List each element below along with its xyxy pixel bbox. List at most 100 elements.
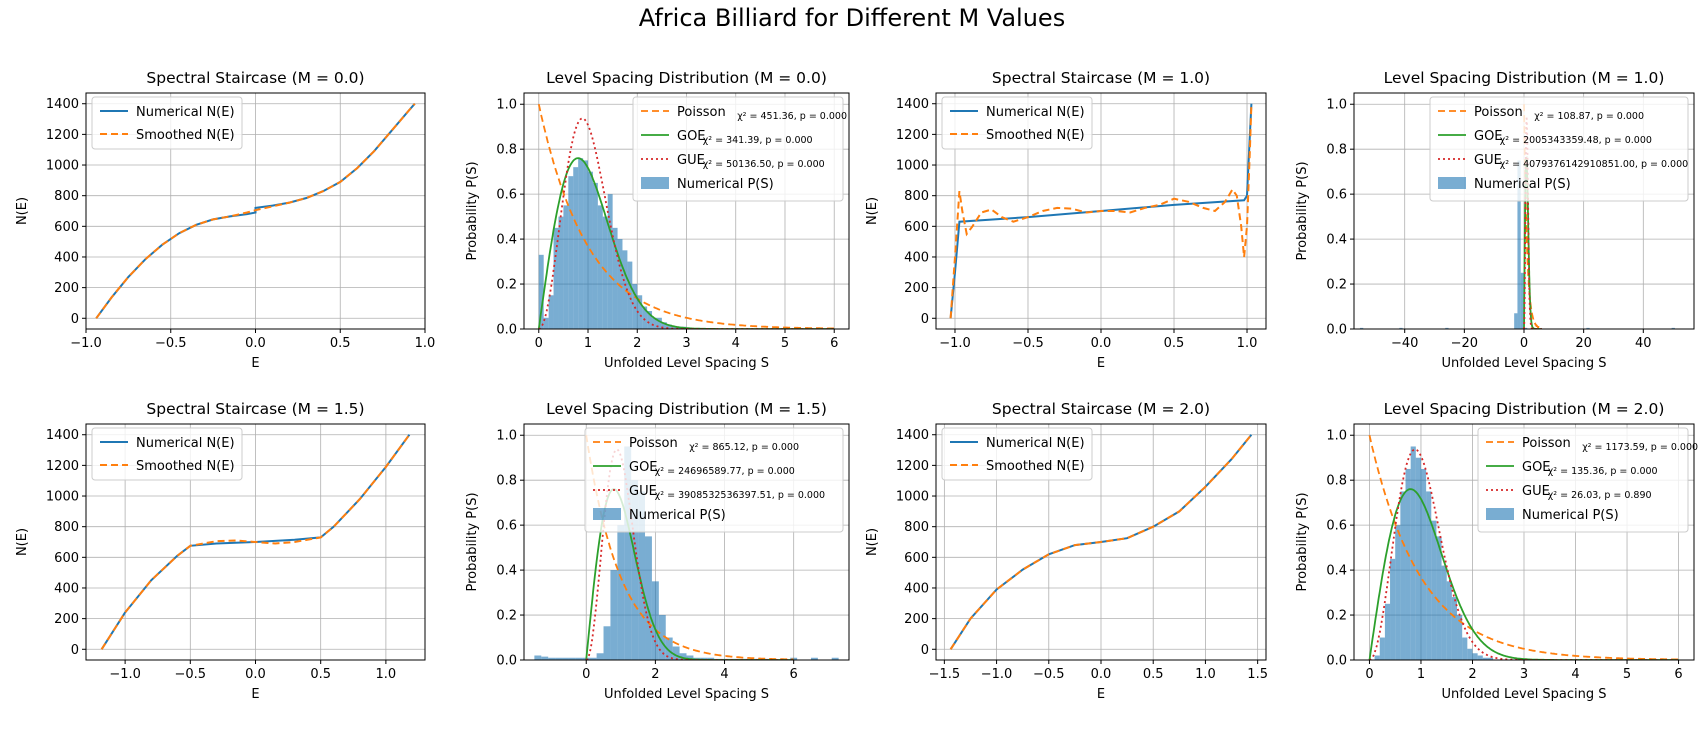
- hist-legend-swatch: [641, 177, 669, 189]
- hist-legend-label: Numerical P(S): [1522, 508, 1619, 523]
- y-axis-label: N(E): [15, 528, 30, 556]
- subplot-7: −1.5 −1.0 −0.5 0.0 0.5 1.0 1.5 0 200 400 600 800 100…: [865, 400, 1268, 702]
- hist-bar: [543, 317, 549, 329]
- hist-bar: [573, 167, 579, 329]
- x-tick-label: 3: [682, 336, 690, 351]
- hist-bar: [610, 570, 618, 660]
- y-tick-label: 0.8: [496, 474, 517, 489]
- x-axis-label: E: [1097, 687, 1105, 702]
- poisson-fit-stat: χ² = 108.87, p = 0.000: [1534, 111, 1644, 122]
- legend-label: Numerical N(E): [136, 105, 235, 120]
- hist-bar: [672, 646, 680, 660]
- hist-bar: [1359, 327, 1364, 329]
- goe-fit-stat: χ² = 135.36, p = 0.000: [1548, 466, 1658, 477]
- y-tick-label: 1400: [46, 428, 79, 443]
- y-tick-label: 400: [54, 581, 79, 596]
- y-tick-label: 1200: [46, 128, 79, 143]
- hist-bar: [632, 284, 638, 329]
- x-tick-label: 6: [830, 336, 838, 351]
- y-axis-label: Probability P(S): [465, 161, 480, 260]
- y-tick-label: 1000: [896, 490, 929, 505]
- x-tick-label: 0: [1365, 667, 1373, 682]
- hist-bar: [622, 250, 628, 329]
- x-tick-label: −0.5: [1012, 336, 1044, 351]
- hist-bar: [548, 657, 556, 660]
- poisson-legend-label: Poisson: [1474, 105, 1523, 120]
- y-tick-label: 1.0: [1326, 98, 1347, 113]
- hist-bar: [627, 261, 633, 329]
- poisson-curve: [537, 104, 835, 329]
- x-tick-label: 0.5: [310, 667, 331, 682]
- legend: Numerical N(E) Smoothed N(E): [91, 427, 243, 481]
- smoothed-line: [949, 434, 1253, 650]
- x-tick-label: 1: [584, 336, 592, 351]
- poisson-curve: [585, 435, 794, 660]
- poisson-legend-label: Poisson: [1522, 436, 1571, 451]
- y-tick-label: 0: [921, 312, 929, 327]
- hist-bar: [1431, 520, 1437, 660]
- y-tick-label: 0.4: [1326, 564, 1347, 579]
- x-tick-label: 0: [582, 667, 590, 682]
- hist-bar: [1399, 327, 1403, 329]
- y-tick-label: 0.2: [1326, 609, 1347, 624]
- hist-bar: [1374, 655, 1380, 660]
- y-tick-label: 400: [54, 250, 79, 265]
- hist-bar: [575, 657, 583, 660]
- subplot-6: 0 2 4 6 0.0 0.2 0.4 0.6 0.8 1.0 Level Spacing Dist…: [465, 400, 850, 702]
- hist-bar: [617, 239, 623, 329]
- x-tick-label: 20: [1575, 336, 1592, 351]
- gue-legend-label: GUE: [629, 484, 657, 499]
- hist-legend-label: Numerical P(S): [1474, 177, 1571, 192]
- x-tick-label: 1.0: [376, 667, 397, 682]
- y-tick-label: 0.6: [1326, 188, 1347, 203]
- y-tick-label: 1.0: [496, 98, 517, 113]
- y-axis-label: N(E): [865, 197, 880, 225]
- goe-fit-stat: χ² = 341.39, p = 0.000: [703, 135, 813, 146]
- hist-bar: [541, 656, 549, 660]
- y-tick-label: 1200: [896, 459, 929, 474]
- hist-bar: [617, 525, 625, 660]
- hist-bar: [583, 160, 589, 329]
- hist-bar: [1457, 615, 1463, 660]
- subplot-title: Spectral Staircase (M = 2.0): [992, 400, 1210, 418]
- hist-bar: [624, 446, 632, 660]
- hist-legend-swatch: [1486, 508, 1514, 520]
- y-tick-label: 200: [904, 612, 929, 627]
- hist-bar: [661, 322, 667, 329]
- subplot-5: −1.0 −0.5 0.0 0.5 1.0 0 200 400 600 800 1000 1200 14…: [15, 400, 426, 702]
- axes-frame: [523, 423, 850, 661]
- legend-box: [91, 427, 243, 481]
- legend-label: Numerical N(E): [986, 436, 1085, 451]
- hist-bar: [589, 657, 597, 660]
- legend-box: [1429, 96, 1689, 202]
- hist-bar: [563, 205, 569, 329]
- plot-area: [949, 103, 1253, 319]
- y-axis-label: Probability P(S): [465, 492, 480, 591]
- x-tick-label: −0.5: [175, 667, 207, 682]
- legend-box: [632, 96, 844, 202]
- x-tick-label: −40: [1391, 336, 1418, 351]
- legend-box: [1477, 427, 1689, 533]
- smoothed-line: [95, 103, 416, 319]
- hist-bar: [1390, 558, 1396, 660]
- figure-title: Africa Billiard for Different M Values: [639, 4, 1065, 32]
- x-tick-label: 0.5: [1164, 336, 1185, 351]
- legend-label: Smoothed N(E): [986, 128, 1085, 143]
- legend-label: Smoothed N(E): [136, 128, 235, 143]
- hist-bar: [1671, 327, 1675, 329]
- y-tick-label: 0.6: [496, 188, 517, 203]
- x-tick-label: 1: [1417, 667, 1425, 682]
- x-tick-label: 2: [1468, 667, 1476, 682]
- y-axis-label: Probability P(S): [1295, 492, 1310, 591]
- y-tick-label: 1.0: [1326, 429, 1347, 444]
- legend: Numerical N(E) Smoothed N(E): [941, 96, 1093, 150]
- hist-bar: [555, 657, 563, 660]
- y-axis-label: N(E): [15, 197, 30, 225]
- hist-bar: [553, 227, 559, 329]
- hist-bar: [810, 657, 818, 660]
- x-tick-label: −0.5: [155, 336, 187, 351]
- gue-fit-stat: χ² = 4079376142910851.00, p = 0.000: [1500, 159, 1688, 170]
- hist-bar: [1420, 468, 1427, 660]
